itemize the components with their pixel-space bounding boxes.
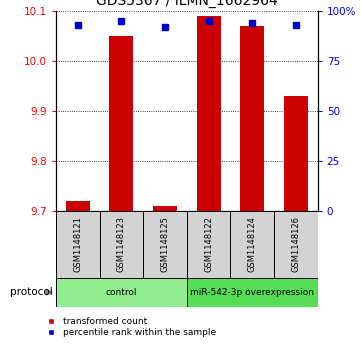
Text: control: control	[106, 288, 137, 297]
Bar	[66, 200, 90, 211]
Bar	[284, 96, 308, 211]
Text: protocol: protocol	[10, 287, 52, 297]
Legend: transformed count, percentile rank within the sample: transformed count, percentile rank withi…	[43, 317, 216, 337]
Bar	[143, 211, 187, 278]
Text: miR-542-3p overexpression: miR-542-3p overexpression	[190, 288, 314, 297]
Bar	[56, 211, 100, 278]
Title: GDS5367 / ILMN_1662964: GDS5367 / ILMN_1662964	[96, 0, 278, 8]
Text: GSM1148125: GSM1148125	[161, 216, 170, 272]
Text: GSM1148126: GSM1148126	[291, 216, 300, 272]
Bar	[109, 36, 133, 211]
Bar	[56, 278, 187, 307]
Text: GSM1148122: GSM1148122	[204, 216, 213, 272]
Bar	[100, 211, 143, 278]
Text: GSM1148121: GSM1148121	[73, 216, 82, 272]
Bar	[240, 26, 264, 211]
Bar	[230, 211, 274, 278]
Bar	[274, 211, 318, 278]
Bar	[153, 205, 177, 211]
Bar	[187, 278, 318, 307]
Text: GSM1148124: GSM1148124	[248, 216, 257, 272]
Bar	[197, 16, 221, 211]
Text: GSM1148123: GSM1148123	[117, 216, 126, 272]
Bar	[187, 211, 230, 278]
